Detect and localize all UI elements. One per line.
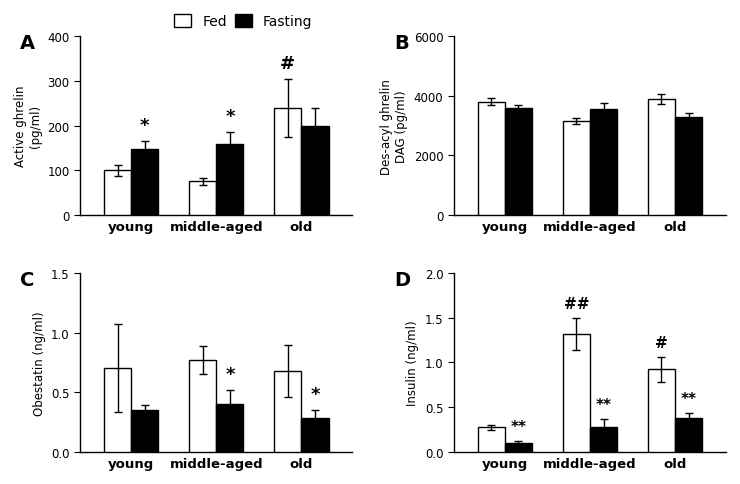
Bar — [505, 443, 532, 452]
Text: *: * — [310, 385, 320, 403]
Text: C: C — [20, 270, 35, 289]
Text: **: ** — [511, 419, 526, 434]
Bar — [104, 171, 131, 215]
Bar — [274, 108, 301, 215]
Text: *: * — [225, 365, 235, 383]
Bar — [477, 103, 505, 215]
Bar — [104, 368, 131, 452]
Bar — [675, 418, 702, 452]
Text: **: ** — [681, 391, 696, 406]
Text: D: D — [394, 270, 410, 289]
Bar — [590, 110, 617, 215]
Bar — [216, 145, 243, 215]
Bar — [274, 371, 301, 452]
Bar — [301, 126, 329, 215]
Bar — [675, 118, 702, 215]
Bar — [189, 182, 216, 215]
Y-axis label: Des-acyl ghrelin
DAG (pg/ml): Des-acyl ghrelin DAG (pg/ml) — [380, 78, 408, 174]
Y-axis label: Active ghrelin
(pg/ml): Active ghrelin (pg/ml) — [14, 86, 42, 167]
Bar — [189, 360, 216, 452]
Y-axis label: Insulin (ng/ml): Insulin (ng/ml) — [406, 320, 419, 405]
Legend: Fed, Fasting: Fed, Fasting — [172, 12, 315, 32]
Bar — [477, 427, 505, 452]
Bar — [590, 427, 617, 452]
Text: *: * — [225, 107, 235, 125]
Text: **: ** — [596, 397, 611, 412]
Y-axis label: Obestatin (ng/ml): Obestatin (ng/ml) — [33, 310, 46, 415]
Bar — [216, 404, 243, 452]
Bar — [505, 108, 532, 215]
Bar — [648, 370, 675, 452]
Text: ##: ## — [564, 296, 589, 311]
Bar — [562, 122, 590, 215]
Text: #: # — [280, 55, 295, 73]
Bar — [301, 418, 329, 452]
Text: *: * — [140, 117, 149, 135]
Text: A: A — [20, 34, 36, 53]
Bar — [648, 100, 675, 215]
Bar — [131, 150, 158, 215]
Bar — [131, 410, 158, 452]
Text: B: B — [394, 34, 408, 53]
Bar — [562, 334, 590, 452]
Text: #: # — [655, 335, 667, 350]
